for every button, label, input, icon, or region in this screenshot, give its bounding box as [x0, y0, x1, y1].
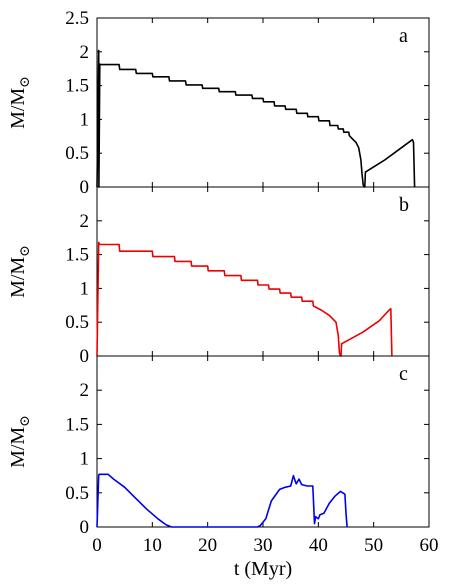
- panel-label: c: [399, 363, 408, 385]
- y-tick-label: 1.5: [65, 414, 89, 435]
- y-tick-label: 0.5: [65, 312, 89, 333]
- y-tick-label: 1.5: [65, 76, 89, 97]
- y-axis-label-text: M/M: [7, 257, 29, 298]
- plot-frame: [96, 355, 430, 528]
- x-tick-label: 40: [309, 535, 328, 556]
- y-axis-label: M/M⊙: [7, 415, 33, 468]
- y-tick-label: 1: [80, 109, 90, 130]
- y-tick-label: 2: [80, 380, 90, 401]
- panel-label: b: [399, 194, 409, 216]
- x-tick-label: 0: [92, 535, 102, 556]
- x-tick-label: 50: [364, 535, 383, 556]
- y-axis-label: M/M⊙: [7, 76, 33, 129]
- y-tick-label: 0: [80, 346, 90, 367]
- panel-a: 0 0.5 1 1.5 2 2.5 a M/M⊙: [7, 8, 430, 198]
- x-tick-label: 20: [198, 535, 217, 556]
- y-tick-label: 0.5: [65, 143, 89, 164]
- series-line: [96, 473, 348, 528]
- y-axis-label-text: M/M: [7, 427, 29, 468]
- y-tick-label: 0.5: [65, 483, 89, 504]
- panels: 00.511.522.5aM/M⊙00.511.52bM/M⊙00.511.52…: [7, 8, 439, 580]
- series-line: [96, 49, 416, 188]
- x-tick-label: 10: [143, 535, 162, 556]
- plot-frame: [96, 186, 430, 357]
- y-tick-label: 2: [80, 42, 90, 63]
- x-tick-label: 60: [420, 535, 439, 556]
- plot-frame: [96, 17, 430, 188]
- x-axis-label: t (Myr): [234, 558, 292, 580]
- y-axis-label-text: M/M: [7, 88, 29, 129]
- x-tick-label: 30: [254, 535, 273, 556]
- y-tick-label: 1: [80, 449, 90, 470]
- series-line: [96, 241, 393, 357]
- sun-symbol-icon: ⊙: [18, 245, 33, 257]
- y-tick-label: 0: [80, 517, 90, 538]
- y-tick-label: 0: [80, 177, 90, 198]
- panel-label: a: [399, 25, 408, 47]
- y-tick-label: 1: [80, 278, 90, 299]
- y-tick-label: 1.5: [65, 245, 89, 266]
- sun-symbol-icon: ⊙: [18, 415, 33, 427]
- y-tick-label: 2: [80, 211, 90, 232]
- sun-symbol-icon: ⊙: [18, 76, 33, 88]
- panel-b: 0 0.5 1 1.5 2 b M/M⊙: [7, 186, 430, 367]
- y-tick-label: 2.5: [65, 8, 89, 29]
- y-axis-label: M/M⊙: [7, 245, 33, 298]
